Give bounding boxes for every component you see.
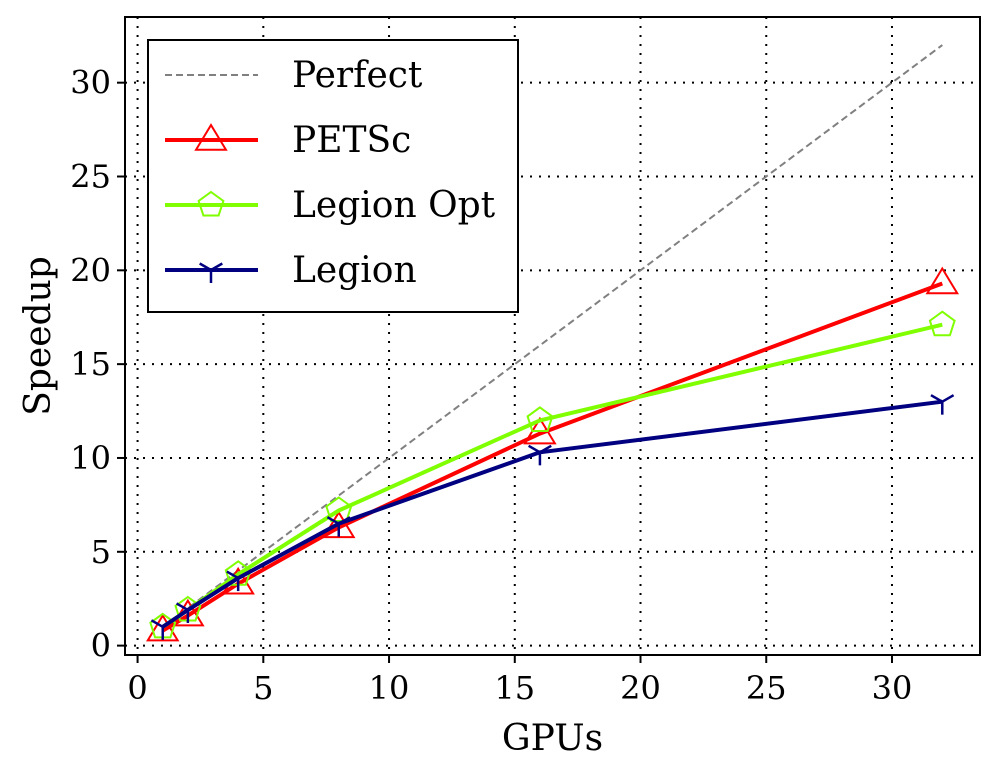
marker-arm [338,516,351,525]
legend-item-legion-opt: Legion Opt [165,185,496,226]
legend-label-legion: Legion [292,250,417,291]
series-petsc [145,266,960,642]
data-point-legion [326,516,351,537]
marker-arm [210,262,223,272]
x-tick-label: 0 [127,669,147,707]
series-line-legion-opt [161,322,943,629]
x-tick-label: 15 [494,669,535,707]
series-legion [150,394,955,640]
marker-arm [175,602,189,612]
marker-arm [941,394,955,403]
marker-arm [162,619,175,628]
x-axis-label: GPUs [502,718,603,759]
legend-item-perfect: Perfect [165,55,423,96]
data-point-petsc [145,613,180,642]
legend-marker-legion [199,262,223,283]
legend-label-legion-opt: Legion Opt [292,185,496,226]
series-legion-opt [149,310,956,639]
data-point-petsc [322,510,356,539]
legend-marker-petsc [194,123,228,151]
axis-ticks: 0 5 10 15 20 25 30 0 5 10 15 20 25 30 [70,64,912,707]
marker-arm [237,570,251,580]
marker-arm [527,444,541,454]
marker-arm [539,444,552,454]
series-perfect [162,44,943,628]
data-point-legion-opt [325,496,353,522]
data-point-legion [150,619,175,640]
y-axis-label: Speedup [18,256,59,416]
legend-marker-legion-opt [197,190,225,217]
legend-label-perfect: Perfect [292,55,423,96]
marker-arm [226,570,239,580]
plot-frame [124,16,981,656]
data-point-legion [527,444,552,466]
legend-item-petsc: PETSc [165,120,411,161]
y-tick-label: 15 [70,345,111,383]
legend-box [147,39,519,313]
x-tick-label: 25 [746,669,787,707]
data-point-legion [175,602,200,623]
x-tick-label: 30 [872,669,913,707]
marker-arm [187,602,200,612]
y-tick-label: 0 [91,627,111,665]
series-line-perfect [162,44,943,628]
data-point-legion-opt [928,310,956,337]
y-tick-label: 10 [70,439,111,477]
x-tick-label: 10 [369,669,410,707]
y-tick-label: 30 [70,64,111,102]
data-point-legion [930,394,955,415]
x-tick-label: 20 [620,669,661,707]
marker-arm [326,516,340,525]
series-line-legion [161,399,943,629]
marker-arm [930,394,943,403]
data-point-legion-opt [526,406,554,432]
data-point-legion [226,570,251,592]
y-tick-label: 25 [70,158,111,196]
marker-arm [150,619,164,628]
legend: Perfect PETSc Legion Opt Legion [147,39,519,313]
series-line-petsc [161,281,943,633]
series-layer [145,44,960,642]
legend-label-petsc: PETSc [292,120,411,161]
data-point-petsc [925,266,960,295]
y-tick-label: 20 [70,251,111,289]
legend-item-legion: Legion [165,250,417,291]
x-tick-label: 5 [253,669,273,707]
grid [125,17,980,655]
y-tick-label: 5 [91,533,111,571]
marker-arm [199,262,212,272]
